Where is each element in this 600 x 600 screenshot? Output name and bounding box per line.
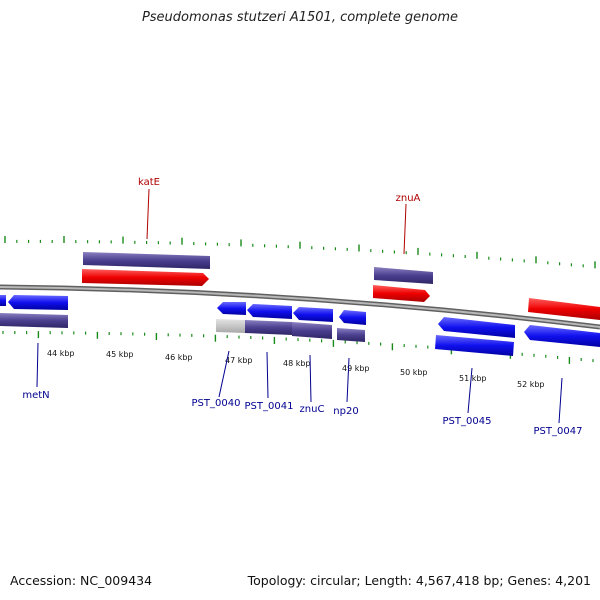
leader-znuA bbox=[403, 203, 407, 255]
leader-np20 bbox=[346, 357, 350, 403]
gene-katE[interactable] bbox=[82, 252, 210, 286]
label-PST_0040[interactable]: PST_0040 bbox=[192, 398, 241, 409]
leader-PST_0047 bbox=[558, 377, 563, 424]
genome-title: Pseudomonas stutzeri A1501, complete gen… bbox=[141, 10, 459, 25]
gene-PST_0041[interactable] bbox=[245, 304, 292, 335]
accession-text: Accession: NC_009434 bbox=[10, 573, 153, 588]
tick-label-50: 50 kbp bbox=[400, 368, 428, 377]
gene-PST_0040[interactable] bbox=[216, 302, 246, 333]
leader-PST_0045 bbox=[467, 367, 473, 414]
tick-label-45: 45 kbp bbox=[106, 350, 134, 359]
tick-label-51: 51 kbp bbox=[459, 374, 487, 383]
leader-katE bbox=[146, 188, 150, 240]
label-PST_0047[interactable]: PST_0047 bbox=[534, 426, 583, 437]
tick-label-44: 44 kbp bbox=[47, 349, 75, 358]
label-znuC[interactable]: znuC bbox=[300, 404, 325, 415]
leader-metN bbox=[36, 342, 39, 388]
tick-label-47: 47 kbp bbox=[225, 356, 253, 365]
label-PST_0045[interactable]: PST_0045 bbox=[443, 416, 492, 427]
genome-summary: Topology: circular; Length: 4,567,418 bp… bbox=[247, 573, 591, 588]
gene-PST_0045[interactable] bbox=[435, 317, 515, 356]
tick-label-46: 46 kbp bbox=[165, 353, 193, 362]
label-katE[interactable]: katE bbox=[138, 177, 160, 188]
gene-PST_0047[interactable] bbox=[524, 325, 600, 347]
gene-metN[interactable] bbox=[0, 295, 68, 328]
tick-label-48: 48 kbp bbox=[283, 359, 311, 368]
leader-PST_0041 bbox=[266, 351, 269, 399]
leader-PST_0040 bbox=[218, 350, 230, 398]
label-metN[interactable]: metN bbox=[22, 390, 49, 401]
gene-znuA[interactable] bbox=[373, 267, 433, 302]
leader-znuC bbox=[309, 354, 312, 403]
label-np20[interactable]: np20 bbox=[333, 406, 358, 417]
gene-np20[interactable] bbox=[337, 310, 366, 342]
tick-label-49: 49 kbp bbox=[342, 364, 370, 373]
label-PST_0041[interactable]: PST_0041 bbox=[245, 401, 294, 412]
upper-tick-row bbox=[4, 236, 596, 269]
gene-znuC[interactable] bbox=[292, 307, 333, 339]
genome-backbone bbox=[0, 284, 600, 330]
label-znuA[interactable]: znuA bbox=[396, 193, 421, 204]
gene-right-forward[interactable] bbox=[528, 298, 600, 320]
tick-label-52: 52 kbp bbox=[517, 380, 545, 389]
